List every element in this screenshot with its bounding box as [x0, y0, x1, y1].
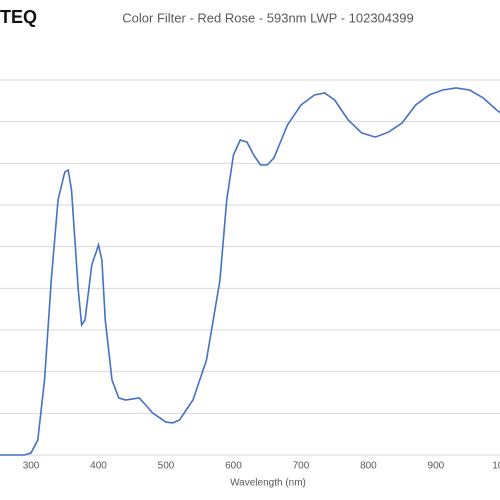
x-tick-label: 900: [428, 461, 445, 472]
chart-title: Color Filter - Red Rose - 593nm LWP - 10…: [122, 10, 413, 25]
data-line: [0, 87, 500, 456]
x-tick-label: 400: [90, 461, 107, 472]
x-tick-label: 500: [158, 461, 175, 472]
x-tick-label: 800: [360, 461, 377, 472]
x-tick-label: 700: [293, 461, 310, 472]
logo: TEQ: [0, 7, 37, 27]
x-tick-label: 600: [225, 461, 242, 472]
x-axis-title: Wavelength (nm): [230, 478, 306, 489]
x-tick-label: 300: [23, 461, 40, 472]
x-tick-label: 1000: [492, 461, 500, 472]
